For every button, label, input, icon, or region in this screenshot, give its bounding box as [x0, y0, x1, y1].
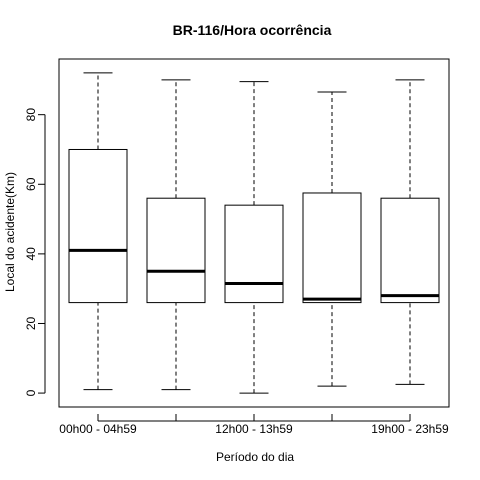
iqr-box	[302, 192, 362, 304]
x-axis: 00h00 - 04h59 12h00 - 13h59 19h00 - 23h59	[59, 414, 449, 436]
y-tick-label: 60	[24, 177, 38, 191]
y-axis: 0 20 40 60 80	[24, 108, 46, 396]
y-tick-label: 80	[24, 108, 38, 122]
x-tick-label: 12h00 - 13h59	[215, 422, 293, 436]
y-tick-label: 40	[24, 247, 38, 261]
x-tick-label: 00h00 - 04h59	[59, 422, 137, 436]
box-series	[68, 72, 440, 394]
y-tick-label: 0	[24, 389, 38, 396]
y-axis-label: Local do acidente(Km)	[3, 172, 17, 292]
x-axis-label: Período do dia	[216, 450, 294, 464]
iqr-box	[146, 197, 206, 304]
box-group	[224, 81, 284, 394]
box-group	[302, 91, 362, 387]
iqr-box	[68, 148, 128, 304]
y-tick-label: 20	[24, 316, 38, 330]
box-group	[380, 79, 440, 385]
box-group	[146, 79, 206, 391]
iqr-box	[380, 197, 440, 304]
box-group	[68, 72, 128, 391]
chart-title: BR-116/Hora ocorrência	[173, 22, 332, 38]
plot-frame	[58, 58, 450, 408]
iqr-box	[224, 204, 284, 304]
x-tick-label: 19h00 - 23h59	[371, 422, 449, 436]
